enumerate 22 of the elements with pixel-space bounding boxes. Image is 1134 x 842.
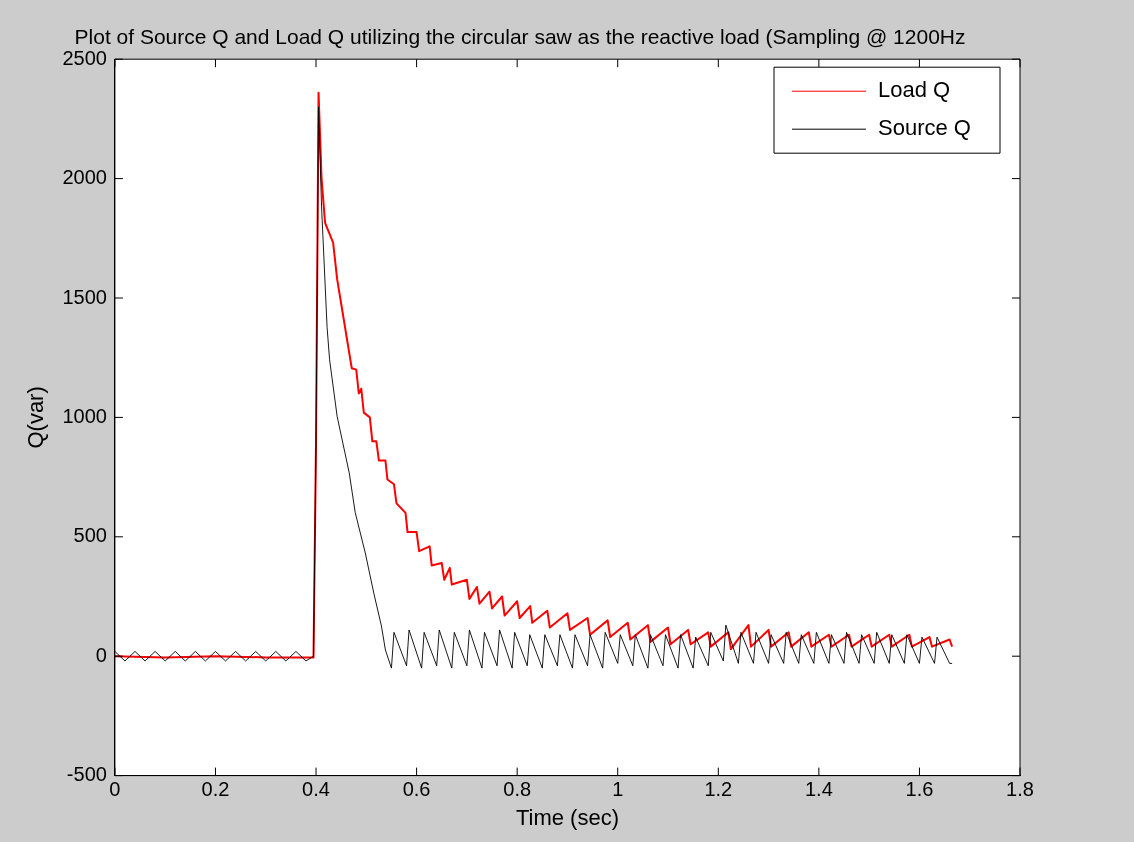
- y-tick-label: 1500: [62, 285, 107, 308]
- x-tick-label: 0.4: [302, 778, 330, 801]
- y-tick-label: 2500: [62, 46, 107, 69]
- x-tick-label: 0: [109, 778, 121, 801]
- y-tick-label: -500: [66, 763, 107, 786]
- x-tick-label: 1.4: [804, 778, 833, 801]
- chart-title: Plot of Source Q and Load Q utilizing the circular saw as the reactive load (Sampling @ 1200Hz: [74, 25, 966, 49]
- legend-label: Load Q: [878, 77, 951, 103]
- x-axis-title: Time (sec): [515, 804, 619, 830]
- x-tick-label: 1.8: [1006, 778, 1034, 801]
- y-axis-title: Q(var): [23, 386, 49, 449]
- x-tick-label: 0.8: [503, 778, 532, 801]
- y-tick-label: 500: [73, 524, 107, 547]
- x-tick-label: 1.6: [905, 778, 934, 801]
- y-tick-label: 1000: [62, 404, 107, 427]
- x-tick-label: 1: [612, 778, 624, 801]
- y-tick-label: 0: [95, 643, 107, 666]
- legend-label: Source Q: [878, 115, 971, 141]
- x-tick-label: 0.2: [201, 778, 230, 801]
- x-tick-label: 1.2: [704, 778, 733, 801]
- x-tick-label: 0.6: [402, 778, 431, 801]
- y-tick-label: 2000: [62, 166, 107, 189]
